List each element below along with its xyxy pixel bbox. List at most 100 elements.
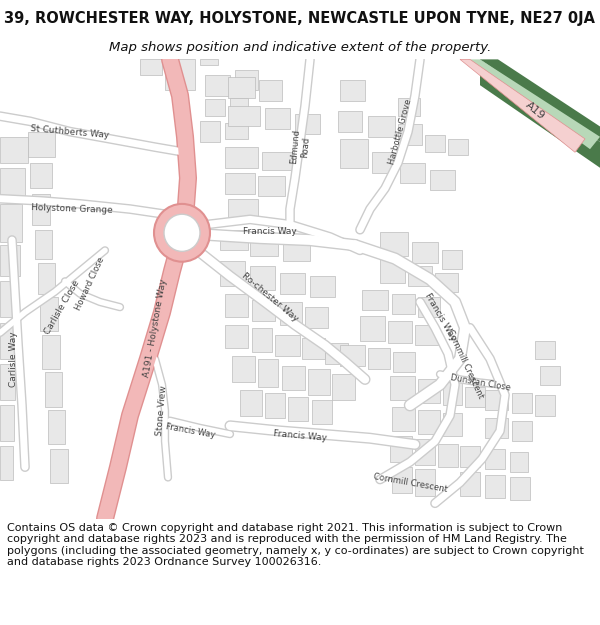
- Polygon shape: [0, 281, 18, 318]
- Text: Map shows position and indicative extent of the property.: Map shows position and indicative extent…: [109, 41, 491, 54]
- Polygon shape: [48, 411, 65, 444]
- Polygon shape: [332, 374, 355, 400]
- Text: Carlisle Way: Carlisle Way: [10, 331, 19, 386]
- Polygon shape: [35, 230, 52, 259]
- Polygon shape: [535, 395, 555, 416]
- Polygon shape: [250, 266, 275, 289]
- Polygon shape: [362, 289, 388, 310]
- Text: Howard Close: Howard Close: [74, 255, 106, 311]
- Text: A191 - Holystone Way: A191 - Holystone Way: [142, 278, 168, 378]
- Polygon shape: [280, 273, 305, 294]
- Polygon shape: [380, 232, 408, 256]
- Polygon shape: [415, 324, 438, 346]
- Polygon shape: [0, 168, 25, 199]
- Text: St Cuthberts Way: St Cuthberts Way: [30, 124, 110, 139]
- Polygon shape: [442, 251, 462, 269]
- Polygon shape: [0, 364, 15, 400]
- Polygon shape: [275, 335, 300, 356]
- Polygon shape: [205, 75, 230, 96]
- Polygon shape: [0, 446, 13, 479]
- Text: Ro­chester Way: Ro­chester Way: [240, 271, 300, 323]
- Polygon shape: [40, 297, 58, 331]
- Polygon shape: [250, 238, 278, 256]
- Polygon shape: [265, 108, 290, 129]
- Polygon shape: [393, 351, 415, 372]
- Polygon shape: [302, 338, 325, 359]
- Text: Cornmill Crescent: Cornmill Crescent: [372, 472, 448, 494]
- Polygon shape: [280, 302, 302, 324]
- Polygon shape: [480, 59, 600, 168]
- Polygon shape: [0, 245, 20, 276]
- Polygon shape: [415, 469, 435, 496]
- Polygon shape: [259, 80, 282, 101]
- Polygon shape: [465, 387, 485, 408]
- Polygon shape: [338, 111, 362, 132]
- Polygon shape: [368, 348, 390, 369]
- Polygon shape: [288, 397, 308, 421]
- Circle shape: [164, 214, 200, 251]
- Polygon shape: [258, 359, 278, 387]
- Polygon shape: [443, 382, 462, 405]
- Polygon shape: [540, 366, 560, 384]
- Polygon shape: [443, 414, 462, 436]
- Polygon shape: [258, 176, 285, 196]
- Text: Francis Way: Francis Way: [422, 292, 457, 343]
- Circle shape: [154, 204, 210, 262]
- Polygon shape: [228, 77, 255, 98]
- Text: Carlisle Close: Carlisle Close: [43, 278, 81, 336]
- Polygon shape: [415, 439, 435, 465]
- Polygon shape: [38, 262, 55, 294]
- Polygon shape: [388, 321, 412, 343]
- Polygon shape: [0, 322, 16, 359]
- Polygon shape: [468, 59, 600, 149]
- Text: Dunstan Close: Dunstan Close: [449, 372, 511, 392]
- Polygon shape: [510, 452, 528, 472]
- Polygon shape: [225, 324, 248, 348]
- Polygon shape: [438, 444, 458, 467]
- Polygon shape: [392, 294, 415, 314]
- Polygon shape: [390, 436, 412, 462]
- Polygon shape: [30, 162, 52, 188]
- Polygon shape: [368, 116, 395, 137]
- Polygon shape: [480, 59, 600, 142]
- Polygon shape: [230, 98, 248, 114]
- Polygon shape: [340, 346, 365, 366]
- Polygon shape: [392, 467, 412, 493]
- Polygon shape: [32, 194, 50, 224]
- Polygon shape: [45, 372, 62, 408]
- Polygon shape: [340, 80, 365, 101]
- Polygon shape: [0, 204, 22, 242]
- Polygon shape: [305, 307, 328, 328]
- Polygon shape: [283, 242, 310, 261]
- Polygon shape: [308, 369, 330, 395]
- Polygon shape: [42, 335, 60, 369]
- Text: Cornmill Crescent: Cornmill Crescent: [445, 328, 485, 400]
- Polygon shape: [485, 390, 508, 411]
- Text: Francis Way: Francis Way: [273, 429, 327, 443]
- Polygon shape: [398, 98, 420, 116]
- Polygon shape: [28, 132, 55, 158]
- Text: 39, ROWCHESTER WAY, HOLYSTONE, NEWCASTLE UPON TYNE, NE27 0JA: 39, ROWCHESTER WAY, HOLYSTONE, NEWCASTLE…: [5, 11, 595, 26]
- Text: Edmund
Road: Edmund Road: [289, 129, 311, 166]
- Text: A19: A19: [523, 100, 547, 122]
- Polygon shape: [430, 170, 455, 191]
- Polygon shape: [140, 59, 162, 75]
- Polygon shape: [418, 297, 440, 318]
- Polygon shape: [225, 147, 258, 168]
- Polygon shape: [0, 137, 28, 162]
- Polygon shape: [460, 59, 585, 152]
- Polygon shape: [312, 400, 332, 424]
- Polygon shape: [485, 449, 505, 469]
- Polygon shape: [425, 135, 445, 152]
- Polygon shape: [228, 199, 258, 219]
- Polygon shape: [390, 376, 415, 400]
- Polygon shape: [240, 390, 262, 416]
- Text: Francis Way: Francis Way: [243, 228, 297, 236]
- Polygon shape: [485, 418, 508, 438]
- Polygon shape: [232, 356, 255, 382]
- Polygon shape: [448, 139, 468, 156]
- Polygon shape: [265, 392, 285, 418]
- Polygon shape: [392, 408, 415, 431]
- Polygon shape: [0, 405, 14, 441]
- Polygon shape: [510, 478, 530, 500]
